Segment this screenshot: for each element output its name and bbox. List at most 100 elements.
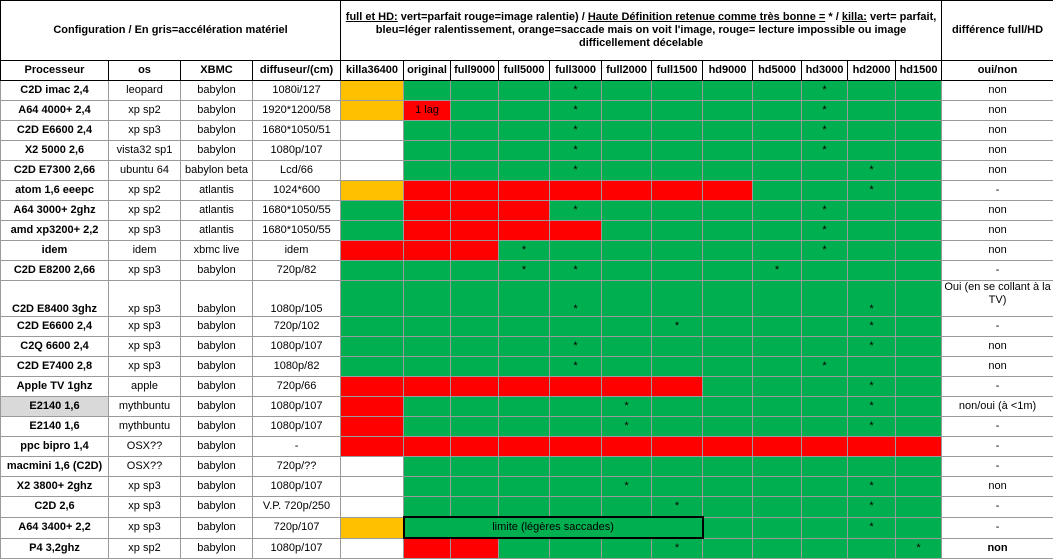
- result-cell: [601, 496, 653, 518]
- config-cell: babylon: [180, 280, 253, 317]
- config-cell: babylon: [180, 456, 253, 477]
- result-cell: *: [801, 240, 849, 261]
- config-cell: babylon: [180, 316, 253, 337]
- result-cell: [702, 120, 754, 141]
- result-cell: [498, 336, 551, 357]
- result-cell: [450, 260, 500, 281]
- result-cell: [450, 200, 500, 221]
- result-cell: *: [601, 416, 653, 437]
- result-cell: [895, 516, 943, 539]
- processor-cell: X2 5000 2,6: [0, 140, 109, 161]
- result-cell: *: [847, 180, 897, 201]
- result-cell: *: [847, 496, 897, 518]
- result-cell: *: [847, 476, 897, 497]
- result-cell: [702, 80, 754, 101]
- result-cell: [847, 356, 897, 377]
- result-cell: [601, 220, 653, 241]
- result-cell: [549, 180, 603, 201]
- result-cell: [549, 240, 603, 261]
- config-cell: babylon: [180, 80, 253, 101]
- processor-cell: A64 4000+ 2,4: [0, 100, 109, 121]
- result-cell: [403, 376, 452, 397]
- processor-cell: atom 1,6 eeepc: [0, 180, 109, 201]
- result-cell: [702, 356, 754, 377]
- result-cell: [895, 376, 943, 397]
- column-header: killa36400: [340, 60, 405, 81]
- config-cell: xp sp3: [108, 120, 181, 141]
- result-cell: *: [847, 416, 897, 437]
- result-cell: [340, 180, 405, 201]
- config-cell: leopard: [108, 80, 181, 101]
- result-cell: [601, 260, 653, 281]
- result-cell: [601, 336, 653, 357]
- result-cell: [403, 240, 452, 261]
- result-cell: [340, 140, 405, 161]
- result-cell: [340, 260, 405, 281]
- result-cell: [450, 280, 500, 317]
- processor-cell: C2D E7300 2,66: [0, 160, 109, 181]
- difference-cell: -: [941, 416, 1053, 437]
- result-cell: [651, 376, 704, 397]
- difference-cell: -: [941, 456, 1053, 477]
- result-cell: [450, 316, 500, 337]
- result-cell: [702, 260, 754, 281]
- result-cell: [498, 356, 551, 377]
- result-cell: *: [801, 80, 849, 101]
- difference-cell: non: [941, 140, 1053, 161]
- result-cell: [498, 376, 551, 397]
- result-cell: [403, 80, 452, 101]
- result-cell: [450, 100, 500, 121]
- result-cell: [702, 436, 754, 457]
- config-cell: xp sp3: [108, 316, 181, 337]
- result-cell: [801, 260, 849, 281]
- result-cell: [847, 436, 897, 457]
- result-cell: *: [549, 200, 603, 221]
- config-cell: 1080p/82: [251, 356, 342, 377]
- result-cell: *: [601, 476, 653, 497]
- result-cell: [752, 140, 803, 161]
- result-cell: [895, 240, 943, 261]
- result-cell: [340, 416, 405, 437]
- config-cell: 720p/107: [251, 516, 342, 539]
- result-cell: [702, 180, 754, 201]
- result-cell: [651, 140, 704, 161]
- difference-cell: non: [941, 240, 1053, 261]
- result-cell: [450, 537, 500, 559]
- processor-cell: C2D 2,6: [0, 496, 109, 518]
- config-cell: 720p/102: [251, 316, 342, 337]
- config-cell: 1080p/107: [251, 416, 342, 437]
- result-cell: [752, 516, 803, 539]
- table-row: amd xp3200+ 2,2 xp sp3 atlantis 1680*1050/5…: [0, 220, 1053, 241]
- difference-cell: -: [941, 376, 1053, 397]
- result-cell: [403, 416, 452, 437]
- table-row: A64 4000+ 2,4 xp sp2 babylon 1920*1200/58 1 …: [0, 100, 1053, 121]
- config-cell: atlantis: [180, 180, 253, 201]
- result-cell: [651, 396, 704, 417]
- table-row: C2Q 6600 2,4 xp sp3 babylon 1080p/107 * * non: [0, 336, 1053, 357]
- config-cell: apple: [108, 376, 181, 397]
- column-header: hd2000: [847, 60, 897, 81]
- config-cell: xp sp3: [108, 280, 181, 317]
- result-cell: [752, 456, 803, 477]
- result-cell: *: [549, 160, 603, 181]
- processor-cell: C2D E6600 2,4: [0, 120, 109, 141]
- result-cell: *: [801, 120, 849, 141]
- result-cell: [601, 120, 653, 141]
- result-cell: [498, 100, 551, 121]
- result-cell: [801, 496, 849, 518]
- config-cell: xp sp2: [108, 100, 181, 121]
- column-header: full2000: [601, 60, 653, 81]
- result-cell: *: [801, 220, 849, 241]
- result-cell: [403, 356, 452, 377]
- result-cell: [752, 496, 803, 518]
- result-cell: [450, 476, 500, 497]
- result-cell: [895, 80, 943, 101]
- column-header: XBMC: [180, 60, 253, 81]
- processor-cell: A64 3400+ 2,2: [0, 516, 109, 539]
- config-cell: babylon: [180, 356, 253, 377]
- config-cell: 1080p/105: [251, 280, 342, 317]
- result-cell: [450, 436, 500, 457]
- result-cell: [702, 476, 754, 497]
